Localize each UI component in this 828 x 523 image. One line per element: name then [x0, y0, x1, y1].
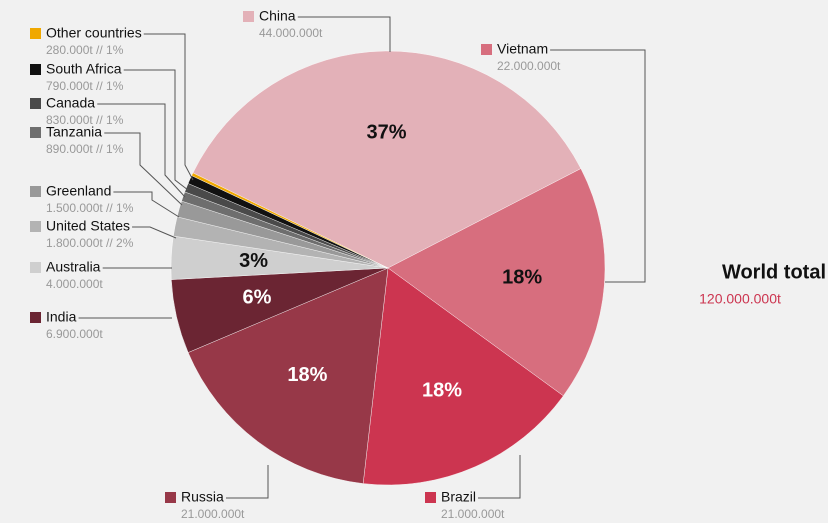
category-label: Other countries [46, 25, 142, 41]
pie-slice [187, 267, 389, 484]
value-label: 280.000t // 1% [46, 43, 124, 57]
category-label: India [46, 309, 77, 325]
leader-line [143, 33, 194, 181]
legend-swatch [30, 312, 41, 323]
legend-swatch [30, 28, 41, 39]
leader-line [104, 132, 183, 206]
slice-label: 6% [242, 287, 271, 309]
legend-swatch [481, 44, 492, 55]
legend-swatch [30, 186, 41, 197]
value-label: 1.800.000t // 2% [46, 236, 134, 250]
value-label: 890.000t // 1% [46, 142, 124, 156]
pie-slice [387, 168, 606, 397]
value-label: 830.000t // 1% [46, 113, 124, 127]
legend-swatch [243, 11, 254, 22]
value-label: 21.000.000t [441, 507, 505, 521]
category-label: Vietnam [497, 41, 548, 57]
leader-line [132, 226, 177, 239]
category-label: United States [46, 218, 130, 234]
legend-swatch [30, 98, 41, 109]
legend-swatch [165, 492, 176, 503]
pie-slice [192, 50, 582, 269]
category-label: Australia [46, 259, 101, 275]
leader-line [478, 455, 521, 499]
legend-swatch [30, 262, 41, 273]
leader-line [97, 103, 186, 198]
category-label: Canada [46, 95, 95, 111]
value-label: 22.000.000t [497, 59, 561, 73]
category-label: Greenland [46, 183, 111, 199]
leader-line [550, 49, 646, 283]
value-label: 21.000.000t [181, 507, 245, 521]
slice-label: 18% [422, 380, 462, 402]
value-label: 44.000.000t [259, 26, 323, 40]
category-label: South Africa [46, 61, 122, 77]
category-label: China [259, 8, 296, 24]
legend-swatch [30, 221, 41, 232]
pie-slice [362, 267, 564, 486]
legend-swatch [30, 64, 41, 75]
slice-label: 3% [239, 250, 268, 272]
total-value: 120.000.000t [699, 291, 781, 307]
legend-swatch [30, 127, 41, 138]
pie-slice [191, 172, 389, 269]
leader-line [297, 16, 391, 52]
category-label: Russia [181, 489, 224, 505]
leader-line [113, 191, 180, 218]
slice-label: 37% [366, 122, 406, 144]
total-title: World total [722, 261, 826, 283]
leader-line [123, 69, 189, 191]
value-label: 6.900.000t [46, 327, 103, 341]
category-label: Tanzania [46, 124, 102, 140]
value-label: 4.000.000t [46, 277, 103, 291]
value-label: 790.000t // 1% [46, 79, 124, 93]
value-label: 1.500.000t // 1% [46, 201, 134, 215]
leader-line [226, 465, 269, 499]
slice-label: 18% [287, 364, 327, 386]
legend-swatch [425, 492, 436, 503]
slice-label: 18% [502, 267, 542, 289]
category-label: Brazil [441, 489, 476, 505]
